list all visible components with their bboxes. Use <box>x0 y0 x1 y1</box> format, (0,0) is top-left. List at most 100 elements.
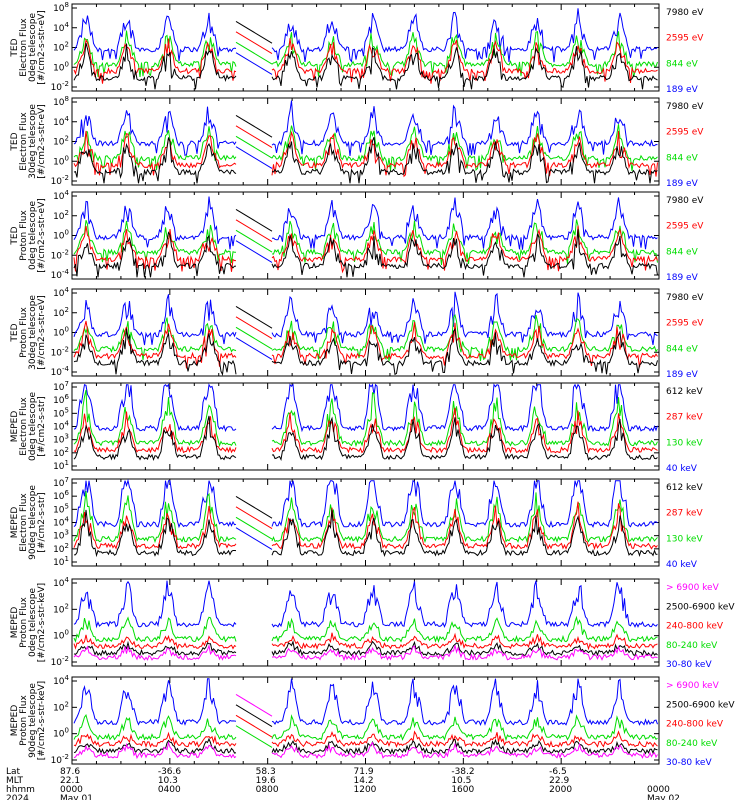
series-trace <box>73 229 658 278</box>
y-axis-title: TEDElectron Flux30deg telescope[#/cm2-s-… <box>10 104 47 179</box>
y-tick-label: 10-4 <box>51 268 70 281</box>
traces <box>73 479 658 558</box>
legend-entry: 612 keV <box>666 483 703 493</box>
y-tick-label: 100 <box>53 60 69 73</box>
gap-connector <box>235 326 273 350</box>
gap-connector <box>235 725 273 748</box>
y-axis-title-line: Proton Flux <box>19 695 29 746</box>
series-trace <box>73 130 658 178</box>
panel-frame <box>71 478 660 567</box>
y-tick-label: 104 <box>53 115 69 128</box>
y-axis-title: MEPEDElectron Flux0deg telescope[#/cm2-s… <box>10 392 47 462</box>
legend-entry: 612 keV <box>666 387 703 397</box>
panel-frame <box>71 3 660 92</box>
series-trace <box>73 100 658 157</box>
y-axis-title-line: 0deg telescope <box>28 13 38 83</box>
legend-entry: > 6900 keV <box>666 681 720 691</box>
series-trace <box>73 678 658 726</box>
y-tick-label: 10-2 <box>51 753 69 766</box>
y-tick-label: 104 <box>53 576 69 589</box>
y-tick-label: 107 <box>53 380 69 393</box>
y-tick-label: 100 <box>53 629 69 642</box>
y-axis-title-line: Electron Flux <box>19 112 29 171</box>
y-tick-label: 104 <box>53 420 69 433</box>
traces <box>73 383 658 461</box>
gap-connector <box>235 219 273 243</box>
legend-entry: 844 eV <box>666 59 699 69</box>
gap-connector <box>235 208 273 232</box>
legend-entry: 844 eV <box>666 344 699 354</box>
gap-connector <box>235 316 273 340</box>
y-axis-title-line: [#/cm2-s-str] <box>37 492 47 552</box>
gap-connector <box>235 693 273 717</box>
traces <box>73 196 658 278</box>
gap-connector <box>235 704 273 728</box>
gap-connector <box>235 31 273 55</box>
x-tick-label-lat: 87.6 <box>60 767 80 777</box>
gap-connector <box>235 305 273 329</box>
y-tick-label: 104 <box>53 286 69 299</box>
legend-entry: 844 eV <box>666 153 699 163</box>
series-trace <box>73 509 658 558</box>
y-tick-label: 103 <box>53 433 69 446</box>
y-axis-title-line: Electron Flux <box>19 493 29 552</box>
gap-connector <box>235 516 273 540</box>
y-axis-title-line: MEPED <box>10 705 20 737</box>
y-axis-title-line: [#/cm2-s-str-eV] <box>37 295 47 370</box>
legend-entry: 2595 eV <box>666 319 704 329</box>
legend-entry: 7980 eV <box>666 196 704 206</box>
x-tick-label-mlt: 10.5 <box>451 776 471 786</box>
y-tick-label: 100 <box>53 727 69 740</box>
y-axis-title-line: Proton Flux <box>19 210 29 261</box>
y-tick-label: 102 <box>53 542 69 555</box>
panel-1: 108 104 102 100 10-2 TEDElectron Flux0deg tel… <box>10 1 704 95</box>
x-tick-label-lat: -38.2 <box>451 767 474 777</box>
y-tick-label: 102 <box>53 446 69 459</box>
series-trace <box>73 740 658 760</box>
y-axis-title: MEPEDProton Flux90deg telescope[#/cm2-s-… <box>10 681 47 760</box>
y-axis-title-line: MEPED <box>10 607 20 639</box>
y-axis-title-line: 0deg telescope <box>28 392 38 462</box>
legend-entry: 7980 eV <box>666 293 704 303</box>
y-axis-title-line: [#/cm2-s-str-keV] <box>37 583 47 662</box>
y-tick-label: 105 <box>53 406 69 419</box>
y-axis-title-line: TED <box>10 226 20 245</box>
x-tick-label-hhmm: 0800 <box>256 785 279 795</box>
panel-4: 104 102 100 10-2 10-4 TEDProton Flux30deg tel… <box>10 286 704 380</box>
series-trace <box>73 137 658 184</box>
legend-entry: 7980 eV <box>666 8 704 18</box>
series-trace <box>73 196 658 250</box>
y-axis-title-line: Electron Flux <box>19 397 29 456</box>
series-trace <box>73 38 658 84</box>
series-trace <box>73 383 658 433</box>
panel-2: 108 104 102 100 10-2 TEDElectron Flux30deg te… <box>10 95 704 189</box>
y-tick-label: 102 <box>53 602 69 615</box>
series-trace <box>73 640 658 657</box>
series-trace <box>73 8 658 63</box>
y-tick-label: 100 <box>53 326 69 339</box>
y-axis-title: MEPEDProton Flux0deg telescope[#/cm2-s-s… <box>10 583 47 662</box>
panel-frame <box>71 191 660 280</box>
y-axis-title-line: Proton Flux <box>19 597 29 648</box>
legend-entry: 189 eV <box>666 273 699 283</box>
series-trace <box>73 490 658 544</box>
y-tick-label: 10-2 <box>51 345 69 358</box>
y-tick-label: 100 <box>53 154 69 167</box>
y-axis-title-line: MEPED <box>10 411 20 443</box>
legend-entry: 130 keV <box>666 534 703 544</box>
legend-entry: 2500-6900 keV <box>666 700 735 710</box>
gap-connector <box>235 495 273 519</box>
legend-entry: 844 eV <box>666 247 699 257</box>
legend-entry: 287 keV <box>666 509 703 519</box>
series-trace <box>73 643 658 662</box>
panel-frame <box>71 382 660 471</box>
panel-7: 104 102 100 10-2 MEPEDProton Flux0deg telesc… <box>10 576 735 670</box>
gap-connector <box>235 114 273 138</box>
y-axis-title-line: 0deg telescope <box>28 201 38 271</box>
panel-frame <box>71 97 660 186</box>
y-axis-title: TEDProton Flux0deg telescope[#/cm2-s-str… <box>10 198 47 273</box>
legend-entry: 240-800 keV <box>666 622 724 632</box>
y-tick-label: 104 <box>53 674 69 687</box>
legend-entry: 287 keV <box>666 413 703 423</box>
